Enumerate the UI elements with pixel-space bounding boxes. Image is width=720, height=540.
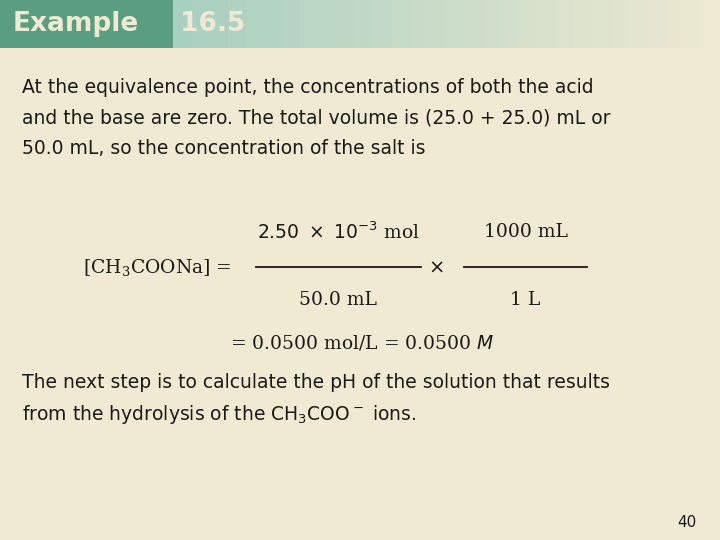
Text: = 0.0500 mol/L = 0.0500 $\mathit{M}$: = 0.0500 mol/L = 0.0500 $\mathit{M}$: [230, 333, 495, 353]
FancyBboxPatch shape: [464, 0, 483, 48]
FancyBboxPatch shape: [173, 0, 191, 48]
FancyBboxPatch shape: [629, 0, 647, 48]
Text: and the base are zero. The total volume is (25.0 + 25.0) mL or: and the base are zero. The total volume …: [22, 109, 610, 127]
FancyBboxPatch shape: [683, 0, 702, 48]
Text: 1 L: 1 L: [510, 291, 541, 309]
FancyBboxPatch shape: [538, 0, 556, 48]
FancyBboxPatch shape: [191, 0, 210, 48]
FancyBboxPatch shape: [556, 0, 574, 48]
Text: 16.5: 16.5: [180, 11, 246, 37]
Text: from the hydrolysis of the $\mathdefault{CH_3COO^-}$ ions.: from the hydrolysis of the $\mathdefault…: [22, 403, 416, 426]
FancyBboxPatch shape: [0, 0, 173, 48]
Text: 50.0 mL: 50.0 mL: [300, 291, 377, 309]
Text: 40: 40: [678, 515, 697, 530]
FancyBboxPatch shape: [611, 0, 629, 48]
FancyBboxPatch shape: [392, 0, 410, 48]
FancyBboxPatch shape: [282, 0, 300, 48]
FancyBboxPatch shape: [337, 0, 355, 48]
FancyBboxPatch shape: [210, 0, 228, 48]
FancyBboxPatch shape: [647, 0, 665, 48]
Text: $\times$: $\times$: [428, 258, 444, 276]
Text: 1000 mL: 1000 mL: [484, 223, 567, 241]
FancyBboxPatch shape: [483, 0, 501, 48]
FancyBboxPatch shape: [702, 0, 720, 48]
FancyBboxPatch shape: [300, 0, 319, 48]
Text: $2.50\ \times\ 10^{-3}$ mol: $2.50\ \times\ 10^{-3}$ mol: [257, 221, 420, 243]
FancyBboxPatch shape: [410, 0, 428, 48]
FancyBboxPatch shape: [593, 0, 611, 48]
Text: The next step is to calculate the pH of the solution that results: The next step is to calculate the pH of …: [22, 373, 610, 392]
Text: $\mathdefault{[CH_3COONa]}$ =: $\mathdefault{[CH_3COONa]}$ =: [83, 257, 232, 278]
FancyBboxPatch shape: [574, 0, 593, 48]
Text: At the equivalence point, the concentrations of both the acid: At the equivalence point, the concentrat…: [22, 78, 593, 97]
FancyBboxPatch shape: [228, 0, 246, 48]
FancyBboxPatch shape: [374, 0, 392, 48]
Text: Example: Example: [13, 11, 139, 37]
FancyBboxPatch shape: [355, 0, 374, 48]
FancyBboxPatch shape: [446, 0, 464, 48]
FancyBboxPatch shape: [665, 0, 683, 48]
FancyBboxPatch shape: [319, 0, 337, 48]
FancyBboxPatch shape: [519, 0, 538, 48]
FancyBboxPatch shape: [264, 0, 282, 48]
FancyBboxPatch shape: [501, 0, 519, 48]
Text: 50.0 mL, so the concentration of the salt is: 50.0 mL, so the concentration of the sal…: [22, 139, 425, 158]
FancyBboxPatch shape: [246, 0, 264, 48]
FancyBboxPatch shape: [428, 0, 446, 48]
